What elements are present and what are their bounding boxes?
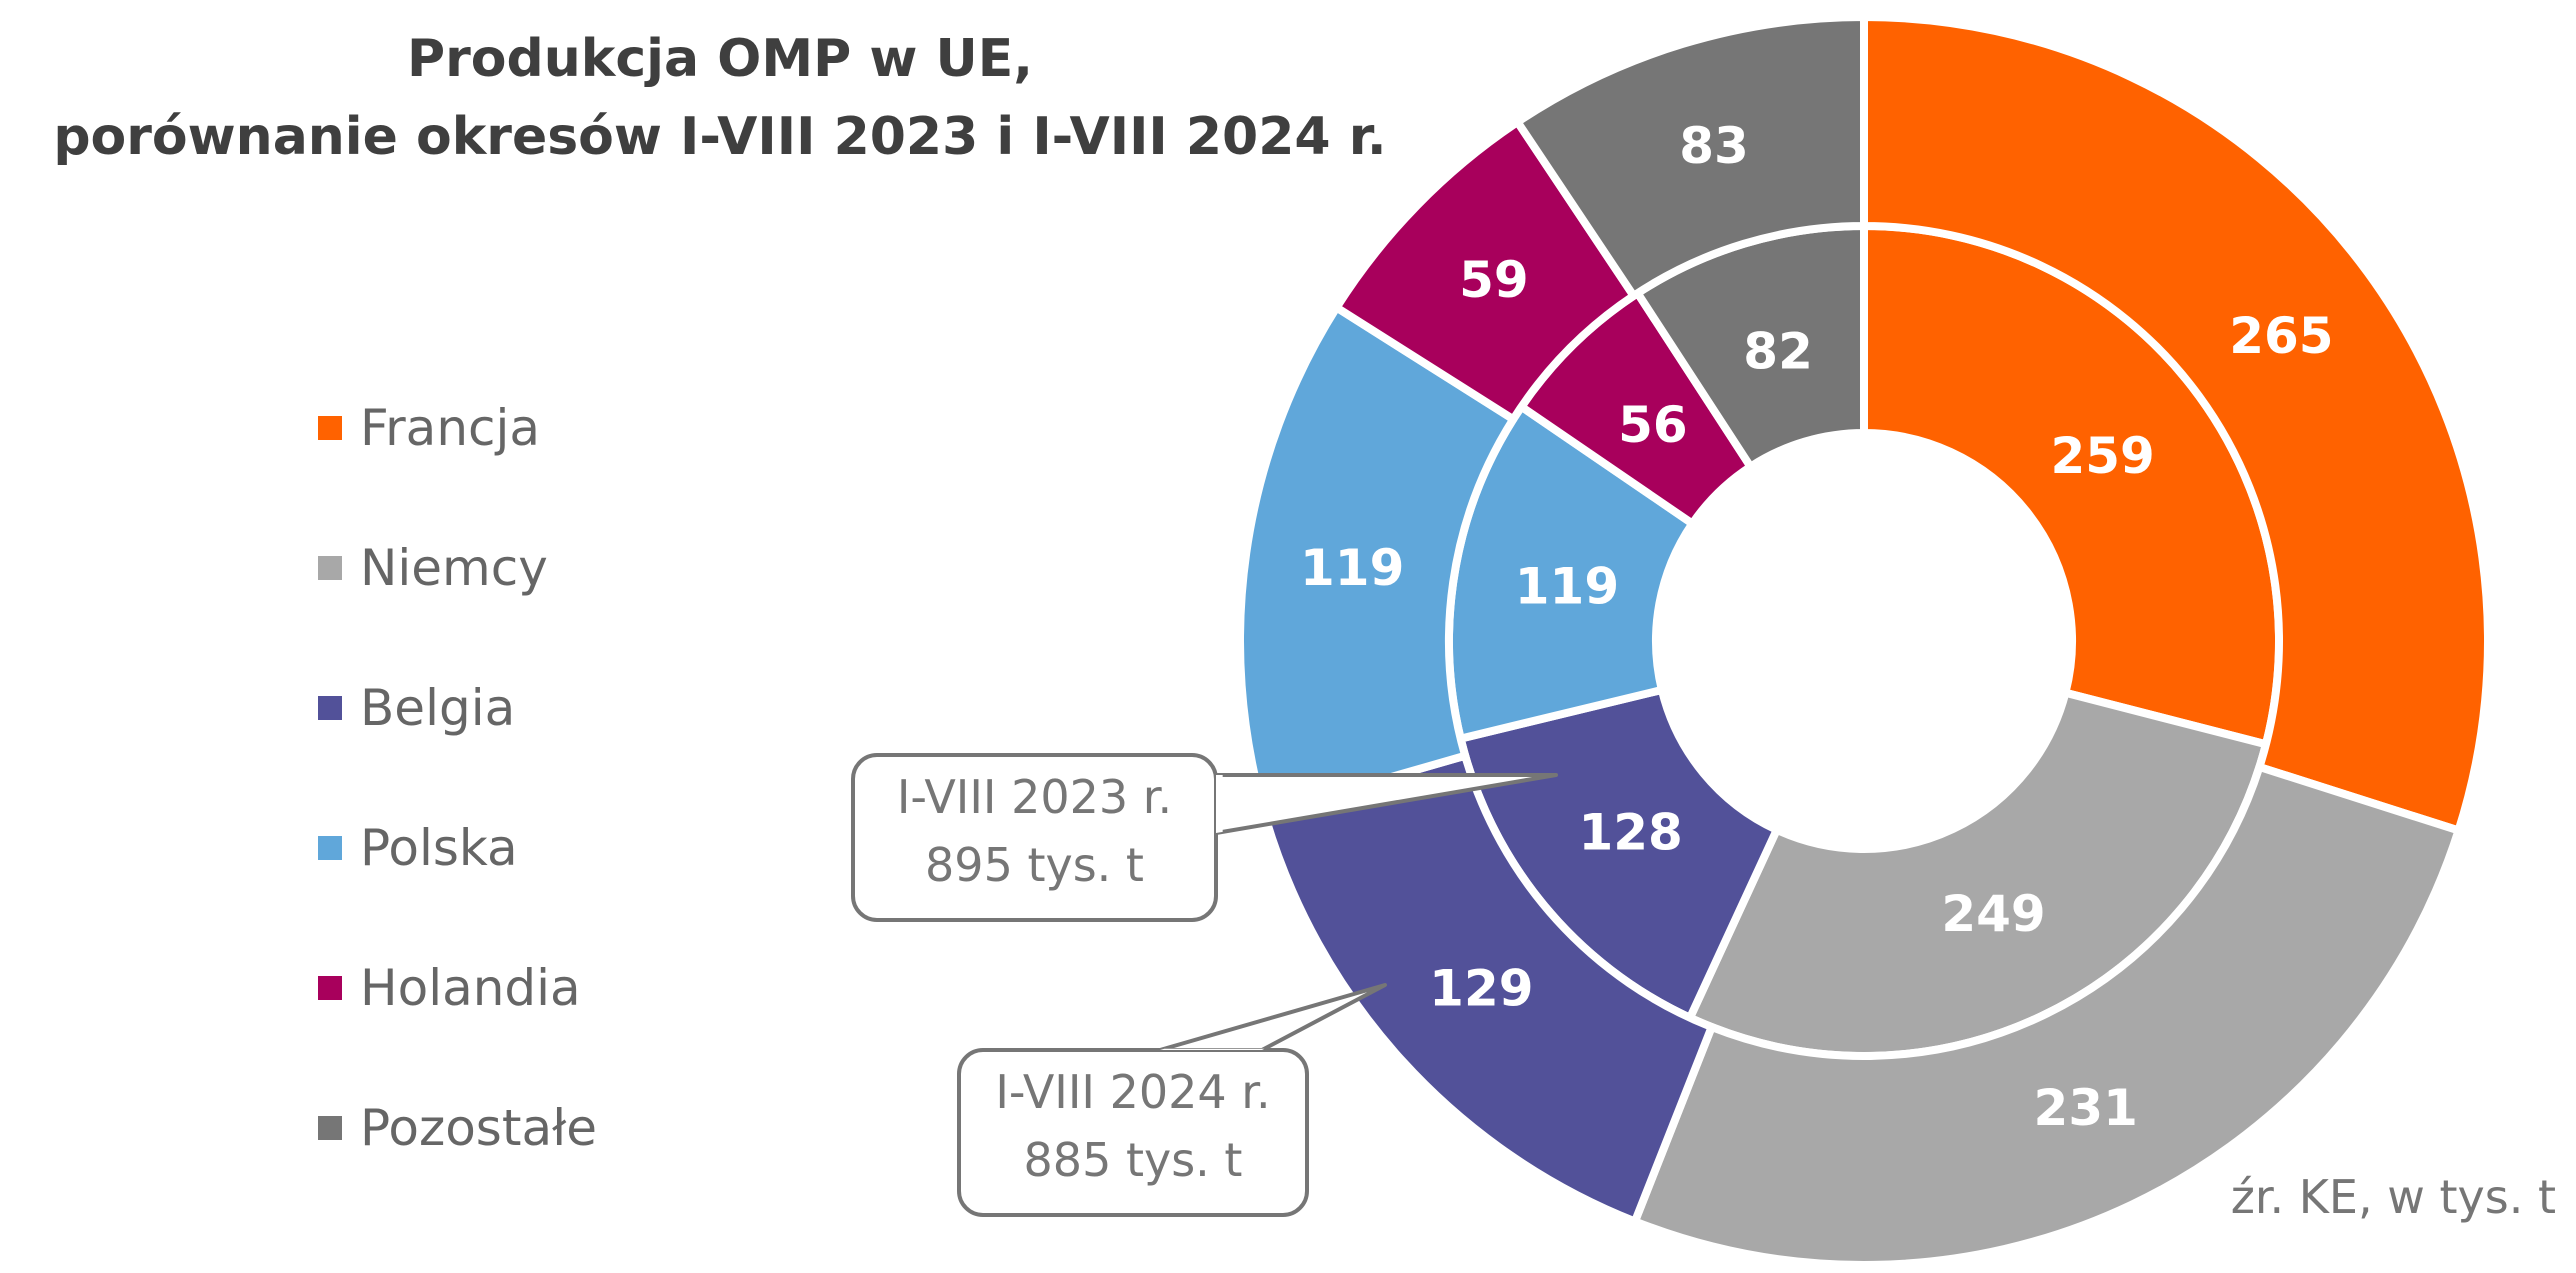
legend-label: Holandia xyxy=(360,959,581,1017)
donut-slice-outer-francja xyxy=(1860,13,2492,835)
chart-title-line-1: Produkcja OMP w UE, xyxy=(407,29,1033,89)
legend-item: Polska xyxy=(318,778,597,918)
data-label-outer-pozostałe: 83 xyxy=(1679,117,1749,175)
data-label-inner-pozostałe: 82 xyxy=(1743,322,1813,380)
data-label-outer-francja: 265 xyxy=(2229,307,2333,365)
data-label-outer-polska: 119 xyxy=(1300,539,1404,597)
data-label-outer-niemcy: 231 xyxy=(2034,1079,2138,1137)
callout-pointer-join xyxy=(1160,1048,1265,1050)
legend-item: Pozostałe xyxy=(318,1058,597,1198)
legend-item: Francja xyxy=(318,358,597,498)
callout-pointer-join xyxy=(1216,775,1223,833)
data-label-outer-belgia: 129 xyxy=(1429,960,1533,1018)
legend-label: Niemcy xyxy=(360,539,548,597)
legend-label: Francja xyxy=(360,399,541,457)
data-label-inner-holandia: 56 xyxy=(1618,396,1688,454)
donut-slice-outer-niemcy xyxy=(1630,763,2463,1269)
source-note: źr. KE, w tys. t xyxy=(2230,1170,2556,1224)
callout-series-name: I-VIII 2023 r. xyxy=(897,770,1172,824)
legend: Francja Niemcy Belgia Polska Holandia Pozosta… xyxy=(318,358,597,1198)
data-label-outer-holandia: 59 xyxy=(1459,251,1529,309)
legend-item: Belgia xyxy=(318,638,597,778)
callout-total: 885 tys. t xyxy=(1024,1133,1243,1187)
legend-item: Holandia xyxy=(318,918,597,1058)
legend-label: Polska xyxy=(360,819,518,877)
callout-box xyxy=(957,1048,1309,1217)
callout-box xyxy=(851,753,1218,922)
legend-swatch xyxy=(318,696,342,720)
donut-slice-outer-pozostałe xyxy=(1513,13,1868,300)
chart-title: Produkcja OMP w UE, porównanie okresów I… xyxy=(0,20,1440,176)
data-label-inner-polska: 119 xyxy=(1515,558,1619,616)
legend-swatch xyxy=(318,1116,342,1140)
legend-swatch xyxy=(318,556,342,580)
callout-series-name: I-VIII 2024 r. xyxy=(995,1065,1270,1119)
data-label-inner-belgia: 128 xyxy=(1578,804,1682,862)
legend-label: Pozostałe xyxy=(360,1099,598,1157)
legend-item: Niemcy xyxy=(318,498,597,638)
legend-swatch xyxy=(318,976,342,1000)
legend-swatch xyxy=(318,416,342,440)
callout-total: 895 tys. t xyxy=(925,838,1144,892)
legend-label: Belgia xyxy=(360,679,516,737)
data-label-inner-francja: 259 xyxy=(2050,427,2154,485)
callout-2023: I-VIII 2023 r. 895 tys. t xyxy=(851,753,1558,922)
chart-title-line-2: porównanie okresów I-VIII 2023 i I-VIII … xyxy=(53,107,1387,167)
data-label-inner-niemcy: 249 xyxy=(1941,885,2045,943)
donut-slice-outer-polska xyxy=(1236,303,1518,818)
callout-pointer xyxy=(1158,983,1387,1052)
callout-2024: I-VIII 2024 r. 885 tys. t xyxy=(957,983,1387,1217)
legend-swatch xyxy=(318,836,342,860)
